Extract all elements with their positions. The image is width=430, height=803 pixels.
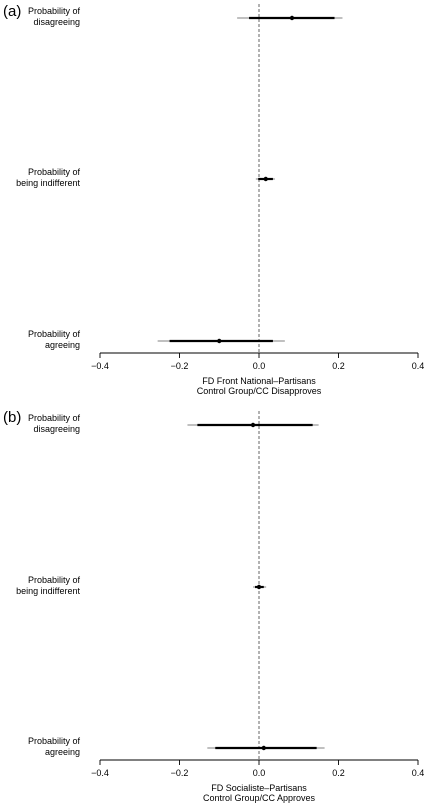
row-label: Probability of agreeing xyxy=(28,329,81,350)
x-axis-title: FD Socialiste–Partisans xyxy=(211,783,307,793)
row-label: Probability of being indifferent xyxy=(16,575,80,596)
x-tick-label: 0.0 xyxy=(253,768,266,778)
x-tick-label: 0.0 xyxy=(253,361,266,371)
x-tick-label: 0.2 xyxy=(332,361,345,371)
x-tick-label: −0.4 xyxy=(91,361,109,371)
row-label: Probability of agreeing xyxy=(28,736,81,757)
x-axis-title: FD Front National–Partisans xyxy=(202,376,316,386)
point-estimate xyxy=(217,338,222,344)
x-tick-label: −0.4 xyxy=(91,768,109,778)
x-axis-title: Control Group/CC Approves xyxy=(203,793,316,803)
x-tick-label: 0.2 xyxy=(332,768,345,778)
row-label: Probability of being indifferent xyxy=(16,167,80,188)
x-axis-title: Control Group/CC Disapproves xyxy=(197,386,322,396)
point-estimate xyxy=(250,422,256,428)
point-estimate xyxy=(289,15,295,21)
x-tick-label: 0.4 xyxy=(412,361,425,371)
x-tick-label: −0.2 xyxy=(171,768,189,778)
panel-a: (a) Probability of disagreeing Probability … xyxy=(3,3,424,396)
x-tick-label: −0.2 xyxy=(171,361,189,371)
panel-b: (b) Probability of disagreeing Probability … xyxy=(3,409,424,803)
row-label: Probability of disagreeing xyxy=(28,6,81,27)
point-estimate xyxy=(263,176,268,182)
row-label: Probability of disagreeing xyxy=(28,413,81,434)
point-estimate xyxy=(256,584,262,590)
panel-label: (a) xyxy=(3,3,21,20)
panel-label: (b) xyxy=(3,409,21,426)
point-estimate xyxy=(261,745,266,751)
x-tick-label: 0.4 xyxy=(412,768,425,778)
